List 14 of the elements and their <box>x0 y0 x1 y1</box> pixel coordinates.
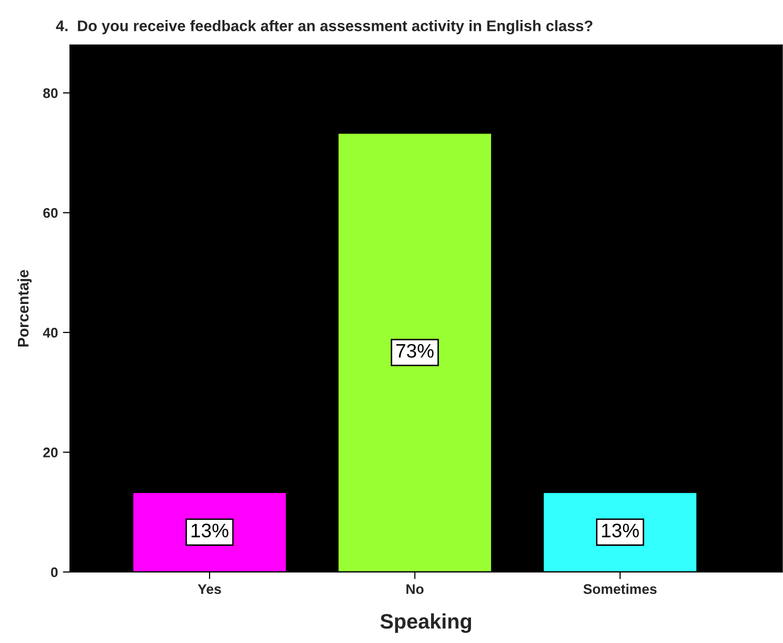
y-axis-title: Porcentaje <box>17 270 32 347</box>
x-axis-title: Speaking <box>380 613 472 633</box>
x-tick-label: Yes <box>198 584 221 594</box>
y-tick-label: 40 <box>42 328 58 338</box>
y-tick-label: 0 <box>51 567 58 578</box>
x-tick-label: No <box>406 584 424 594</box>
data-label: 13% <box>192 524 228 538</box>
y-tick-label: 60 <box>43 208 58 218</box>
y-tick-label: 80 <box>43 88 58 98</box>
y-tick-label: 20 <box>43 448 58 458</box>
chart-title: 4. Do you receive feedback after an assessment activity in English class? <box>56 20 592 34</box>
data-label: 73% <box>396 344 434 358</box>
x-tick-label: Sometimes <box>583 584 657 594</box>
data-label: 13% <box>602 524 639 538</box>
